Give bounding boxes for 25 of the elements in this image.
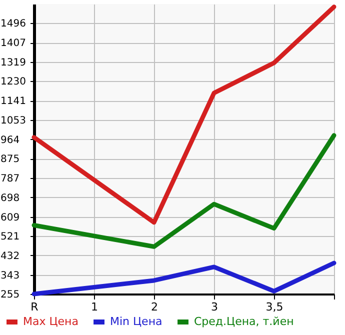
y-tick-label: 875 [0, 154, 20, 166]
y-tick-label: 698 [0, 192, 20, 204]
y-tick-label: 787 [0, 173, 20, 184]
x-tick-label: 2 [151, 300, 158, 314]
y-tick-label: 255 [0, 290, 20, 300]
y-tick-label: 964 [0, 134, 20, 146]
y-tick-label: 432 [0, 250, 20, 262]
legend-label: Max Цена [23, 315, 78, 328]
x-tick-label: 3,5 [266, 300, 284, 314]
y-tick-label: 1496 [0, 18, 26, 30]
line-series [32, 4, 336, 225]
legend-label: Сред.Цена, т.йен [194, 315, 294, 328]
x-tick-label: 3 [211, 300, 218, 314]
y-tick-label: 343 [0, 270, 20, 282]
y-tick-label: 1053 [0, 115, 26, 126]
y-tick-label: 609 [0, 212, 20, 224]
y-tick-label: 1141 [0, 96, 26, 108]
y-tick-label: 1407 [0, 38, 26, 50]
legend-label: Min Цена [110, 315, 162, 328]
y-tick-label: 1319 [0, 57, 26, 68]
y-tick-label: 521 [0, 231, 20, 242]
x-tick-label: R [30, 300, 39, 314]
line-series [32, 133, 336, 249]
y-tick-label: 1230 [0, 76, 26, 88]
x-tick-label: 1 [91, 300, 98, 314]
